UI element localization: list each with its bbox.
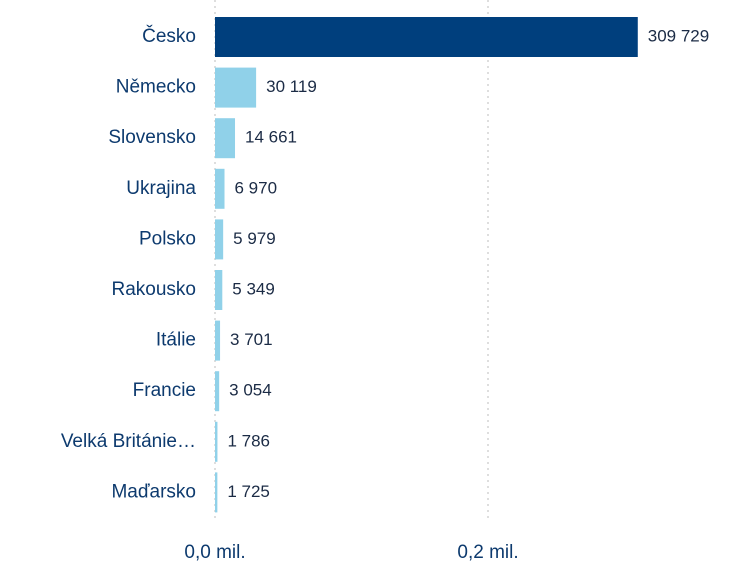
value-label: 6 970	[235, 178, 278, 197]
value-label: 3 054	[229, 381, 272, 400]
bar	[215, 17, 638, 57]
category-label: Ukrajina	[126, 178, 196, 199]
category-label: Německo	[116, 77, 196, 98]
value-label: 30 119	[266, 77, 317, 96]
bar	[215, 421, 218, 462]
x-tick-label: 0,2 mil.	[457, 542, 518, 563]
bar	[215, 168, 225, 209]
value-label: 309 729	[648, 26, 709, 45]
value-label: 1 786	[227, 431, 270, 450]
value-label: 3 701	[230, 330, 273, 349]
category-label: Velká Británie…	[61, 431, 196, 452]
value-label: 5 349	[232, 279, 275, 298]
bar	[215, 320, 221, 361]
category-label: Francie	[133, 380, 196, 401]
bar	[215, 118, 236, 159]
bar	[215, 219, 224, 260]
category-label: Maďarsko	[111, 481, 196, 502]
category-label: Polsko	[139, 228, 196, 249]
value-label: 1 725	[227, 482, 270, 501]
value-label: 5 979	[233, 229, 276, 248]
bar	[215, 67, 257, 108]
category-label: Itálie	[156, 330, 196, 351]
x-tick-label: 0,0 mil.	[184, 542, 245, 563]
bar	[215, 371, 220, 412]
category-label: Rakousko	[112, 279, 197, 300]
category-label: Česko	[142, 25, 196, 47]
bar	[215, 270, 223, 310]
value-label: 14 661	[245, 128, 297, 147]
category-label: Slovensko	[108, 127, 196, 148]
bar	[215, 472, 218, 513]
